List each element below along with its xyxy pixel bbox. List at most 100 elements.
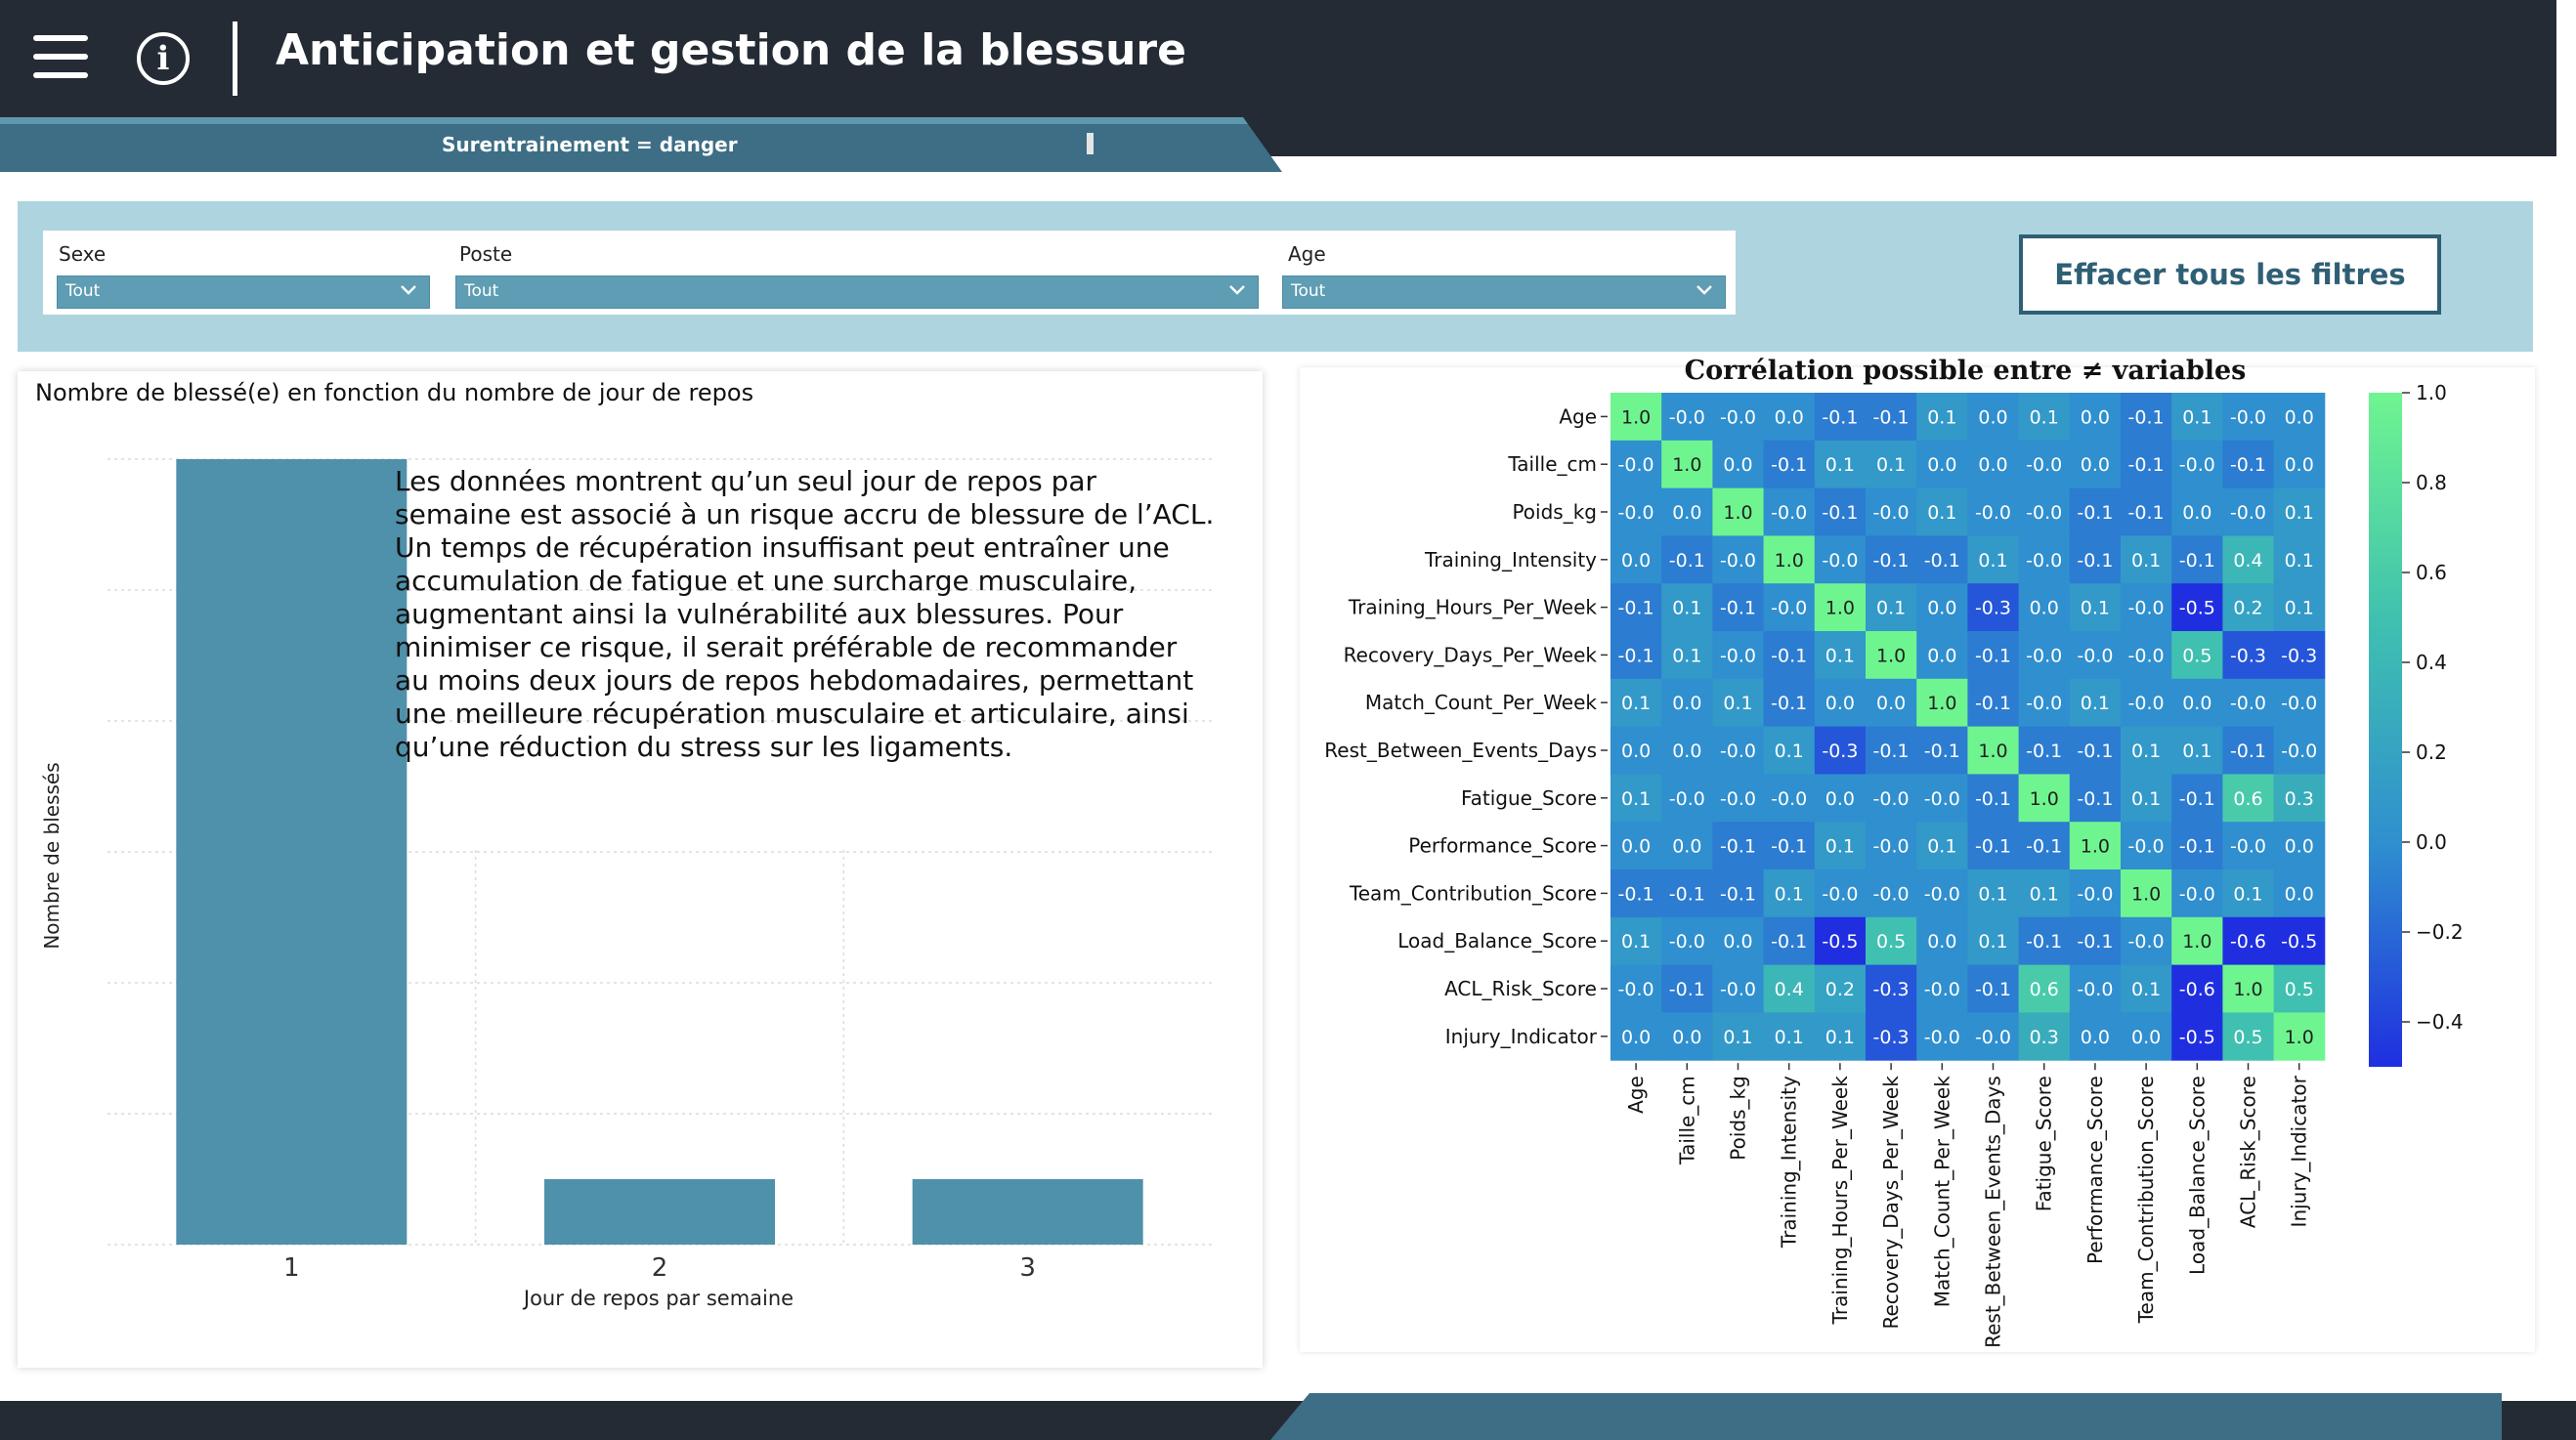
heatmap-cell[interactable]: [2018, 440, 2071, 489]
heatmap-cell[interactable]: [2121, 916, 2172, 966]
heatmap-cell[interactable]: [2222, 393, 2275, 442]
heatmap-cell[interactable]: [1814, 726, 1867, 775]
heatmap-cell[interactable]: [2121, 726, 2172, 775]
heatmap-cell[interactable]: [2171, 1012, 2223, 1061]
heatmap-cell[interactable]: [2222, 726, 2275, 775]
heatmap-cell[interactable]: [2018, 678, 2071, 728]
heatmap-cell[interactable]: [1610, 726, 1662, 775]
heatmap-cell[interactable]: [1661, 583, 1713, 632]
heatmap-cell[interactable]: [1712, 774, 1765, 823]
heatmap-cell[interactable]: [1866, 440, 1917, 489]
heatmap-cell[interactable]: [1610, 535, 1662, 584]
heatmap-cell[interactable]: [1866, 583, 1917, 632]
heatmap-cell[interactable]: [1866, 774, 1917, 823]
heatmap-cell[interactable]: [1712, 631, 1765, 680]
heatmap-cell[interactable]: [1814, 535, 1867, 584]
heatmap-cell[interactable]: [1763, 535, 1816, 584]
heatmap-cell[interactable]: [2069, 774, 2122, 823]
heatmap-cell[interactable]: [1814, 916, 1867, 966]
heatmap-cell[interactable]: [2069, 916, 2122, 966]
heatmap-cell[interactable]: [1916, 822, 1968, 870]
heatmap-cell[interactable]: [2222, 678, 2275, 728]
heatmap-cell[interactable]: [1967, 631, 2020, 680]
heatmap-cell[interactable]: [1610, 916, 1662, 966]
heatmap-cell[interactable]: [1661, 964, 1713, 1013]
heatmap-cell[interactable]: [1763, 869, 1816, 918]
heatmap-cell[interactable]: [1610, 1012, 1662, 1061]
heatmap-cell[interactable]: [2222, 774, 2275, 823]
heatmap-cell[interactable]: [1661, 869, 1713, 918]
heatmap-cell[interactable]: [1712, 678, 1765, 728]
heatmap-cell[interactable]: [1866, 678, 1917, 728]
heatmap-cell[interactable]: [1967, 393, 2020, 442]
heatmap-cell[interactable]: [2069, 1012, 2122, 1061]
heatmap-cell[interactable]: [2222, 583, 2275, 632]
heatmap-cell[interactable]: [1763, 726, 1816, 775]
heatmap-cell[interactable]: [1712, 393, 1765, 442]
heatmap-cell[interactable]: [1814, 774, 1867, 823]
heatmap-cell[interactable]: [1763, 964, 1816, 1013]
heatmap-cell[interactable]: [2171, 440, 2223, 489]
heatmap-cell[interactable]: [1814, 869, 1867, 918]
heatmap-cell[interactable]: [2222, 822, 2275, 870]
heatmap-cell[interactable]: [1712, 535, 1765, 584]
heatmap-cell[interactable]: [2069, 535, 2122, 584]
heatmap-cell[interactable]: [1967, 916, 2020, 966]
heatmap-cell[interactable]: [2018, 916, 2071, 966]
heatmap-cell[interactable]: [2171, 631, 2223, 680]
heatmap-cell[interactable]: [2121, 535, 2172, 584]
bar-2[interactable]: [544, 1179, 775, 1245]
heatmap-cell[interactable]: [1916, 631, 1968, 680]
heatmap-cell[interactable]: [2273, 726, 2326, 775]
heatmap-cell[interactable]: [1967, 869, 2020, 918]
heatmap-cell[interactable]: [2069, 393, 2122, 442]
heatmap-cell[interactable]: [1916, 583, 1968, 632]
heatmap-cell[interactable]: [2222, 487, 2275, 536]
heatmap-cell[interactable]: [2018, 583, 2071, 632]
info-icon[interactable]: i: [137, 32, 190, 85]
heatmap-cell[interactable]: [2069, 726, 2122, 775]
heatmap-cell[interactable]: [2121, 678, 2172, 728]
heatmap-cell[interactable]: [1866, 964, 1917, 1013]
heatmap-cell[interactable]: [1661, 916, 1713, 966]
heatmap-cell[interactable]: [2069, 964, 2122, 1013]
heatmap-cell[interactable]: [2273, 822, 2326, 870]
heatmap-cell[interactable]: [2171, 964, 2223, 1013]
heatmap-cell[interactable]: [1712, 440, 1765, 489]
heatmap-cell[interactable]: [2069, 583, 2122, 632]
filter-dropdown-poste[interactable]: Tout: [455, 275, 1259, 309]
heatmap-cell[interactable]: [2171, 583, 2223, 632]
heatmap-cell[interactable]: [1866, 535, 1917, 584]
heatmap-cell[interactable]: [2273, 393, 2326, 442]
heatmap-cell[interactable]: [1916, 964, 1968, 1013]
heatmap-cell[interactable]: [2222, 964, 2275, 1013]
heatmap-cell[interactable]: [1916, 487, 1968, 536]
heatmap-cell[interactable]: [1967, 726, 2020, 775]
heatmap-cell[interactable]: [1610, 631, 1662, 680]
heatmap-cell[interactable]: [2171, 393, 2223, 442]
heatmap-cell[interactable]: [2222, 869, 2275, 918]
heatmap-cell[interactable]: [1866, 916, 1917, 966]
heatmap-cell[interactable]: [2273, 487, 2326, 536]
heatmap-cell[interactable]: [1661, 1012, 1713, 1061]
heatmap-cell[interactable]: [2069, 822, 2122, 870]
heatmap-cell[interactable]: [1967, 822, 2020, 870]
heatmap-cell[interactable]: [2222, 631, 2275, 680]
heatmap-cell[interactable]: [2069, 631, 2122, 680]
heatmap-cell[interactable]: [1814, 1012, 1867, 1061]
heatmap-cell[interactable]: [1814, 583, 1867, 632]
heatmap-cell[interactable]: [2069, 440, 2122, 489]
heatmap-cell[interactable]: [2018, 822, 2071, 870]
heatmap-cell[interactable]: [2273, 583, 2326, 632]
heatmap-cell[interactable]: [2018, 487, 2071, 536]
heatmap-cell[interactable]: [1610, 869, 1662, 918]
heatmap-cell[interactable]: [2018, 726, 2071, 775]
heatmap-cell[interactable]: [1610, 774, 1662, 823]
heatmap-cell[interactable]: [1967, 487, 2020, 536]
heatmap-cell[interactable]: [1866, 487, 1917, 536]
heatmap-cell[interactable]: [2121, 393, 2172, 442]
heatmap-cell[interactable]: [1610, 487, 1662, 536]
filter-dropdown-age[interactable]: Tout: [1282, 275, 1726, 309]
heatmap-cell[interactable]: [2222, 916, 2275, 966]
heatmap-cell[interactable]: [1866, 726, 1917, 775]
